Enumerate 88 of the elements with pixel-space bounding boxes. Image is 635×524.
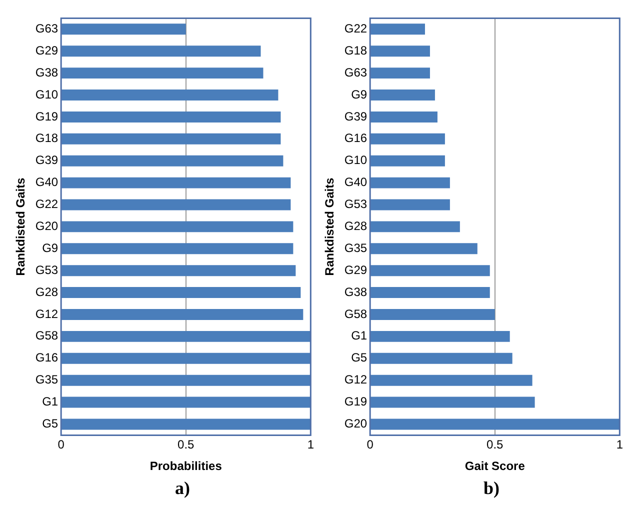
y-tick-label: G18 xyxy=(35,131,58,146)
bar xyxy=(370,265,490,276)
y-tick-label: G20 xyxy=(35,219,58,234)
bar xyxy=(62,90,278,101)
x-tick-label: 0.5 xyxy=(486,438,504,452)
y-tick-label: G12 xyxy=(344,372,368,387)
bar xyxy=(62,309,304,320)
bar xyxy=(370,243,478,254)
y-tick-label: G5 xyxy=(42,416,58,431)
bar xyxy=(62,111,281,122)
y-tick-label: G5 xyxy=(351,350,368,365)
y-tick-label: G63 xyxy=(35,21,58,36)
bar xyxy=(370,374,532,386)
bar xyxy=(370,330,510,342)
y-tick-label: G38 xyxy=(344,284,368,299)
bar xyxy=(62,24,186,35)
bar xyxy=(62,330,311,342)
bar xyxy=(370,396,535,408)
y-tick-label: G9 xyxy=(351,87,368,102)
y-tick-label: G28 xyxy=(344,219,368,234)
y-tick-label: G58 xyxy=(344,306,368,321)
bar xyxy=(62,374,311,386)
y-tick-label: G28 xyxy=(35,284,58,299)
bar xyxy=(370,309,495,320)
x-tick-label: 1 xyxy=(307,438,314,452)
y-tick-label: G22 xyxy=(344,21,368,36)
y-tick-label: G16 xyxy=(344,131,368,146)
y-tick-label: G10 xyxy=(344,153,368,168)
bar xyxy=(62,221,294,232)
bar xyxy=(62,199,291,210)
bar xyxy=(370,418,620,430)
y-tick-label: G53 xyxy=(344,197,368,212)
y-tick-label: G20 xyxy=(344,416,368,431)
bar xyxy=(370,90,435,101)
y-tick-label: G19 xyxy=(344,394,368,409)
x-tick-label: 0 xyxy=(58,438,65,452)
bar xyxy=(370,155,445,166)
y-tick-label: G18 xyxy=(344,43,368,58)
bar xyxy=(62,68,264,79)
y-tick-label: G58 xyxy=(35,328,58,343)
y-tick-label: G10 xyxy=(35,87,58,102)
bar xyxy=(370,177,450,188)
y-axis-title: Rankdisted Gaits xyxy=(322,177,337,276)
x-tick-label: 1 xyxy=(616,438,624,452)
bar xyxy=(62,287,301,298)
y-tick-label: G29 xyxy=(344,262,368,277)
x-axis-title: Gait Score xyxy=(464,459,526,474)
y-tick-label: G35 xyxy=(35,372,58,387)
bar xyxy=(370,133,445,144)
bar xyxy=(370,111,438,122)
y-tick-label: G38 xyxy=(35,65,58,80)
text: a) xyxy=(174,478,190,499)
y-tick-label: G40 xyxy=(35,175,58,190)
x-tick-label: 0.5 xyxy=(178,438,195,452)
bar xyxy=(62,265,296,276)
y-tick-label: G19 xyxy=(35,109,58,124)
y-tick-label: G1 xyxy=(351,328,368,343)
x-axis-title: Probabilities xyxy=(150,459,222,474)
bar xyxy=(62,46,261,57)
y-tick-label: G39 xyxy=(344,109,368,124)
text: b) xyxy=(482,478,500,499)
y-tick-label: G63 xyxy=(344,65,368,80)
bar xyxy=(62,243,294,254)
y-tick-label: G22 xyxy=(35,197,58,212)
bar xyxy=(370,68,430,79)
y-axis-title: Rankdisted Gaits xyxy=(14,177,28,276)
bar xyxy=(370,287,490,298)
y-tick-label: G35 xyxy=(344,240,368,255)
bar xyxy=(62,396,311,408)
bar xyxy=(62,352,311,364)
bar xyxy=(370,46,430,57)
bar xyxy=(62,418,311,430)
y-tick-label: G53 xyxy=(35,262,58,277)
y-tick-label: G29 xyxy=(35,43,58,58)
bar xyxy=(62,177,291,188)
bar xyxy=(62,133,281,144)
bar xyxy=(62,155,284,166)
y-tick-label: G40 xyxy=(344,175,368,190)
bar xyxy=(370,352,512,364)
y-tick-label: G16 xyxy=(35,350,58,365)
y-tick-label: G12 xyxy=(35,306,58,321)
x-tick-label: 0 xyxy=(366,438,374,452)
y-tick-label: G9 xyxy=(42,240,58,255)
y-tick-label: G39 xyxy=(35,153,58,168)
bar xyxy=(370,221,460,232)
bar xyxy=(370,24,425,35)
bar xyxy=(370,199,450,210)
y-tick-label: G1 xyxy=(42,394,58,409)
